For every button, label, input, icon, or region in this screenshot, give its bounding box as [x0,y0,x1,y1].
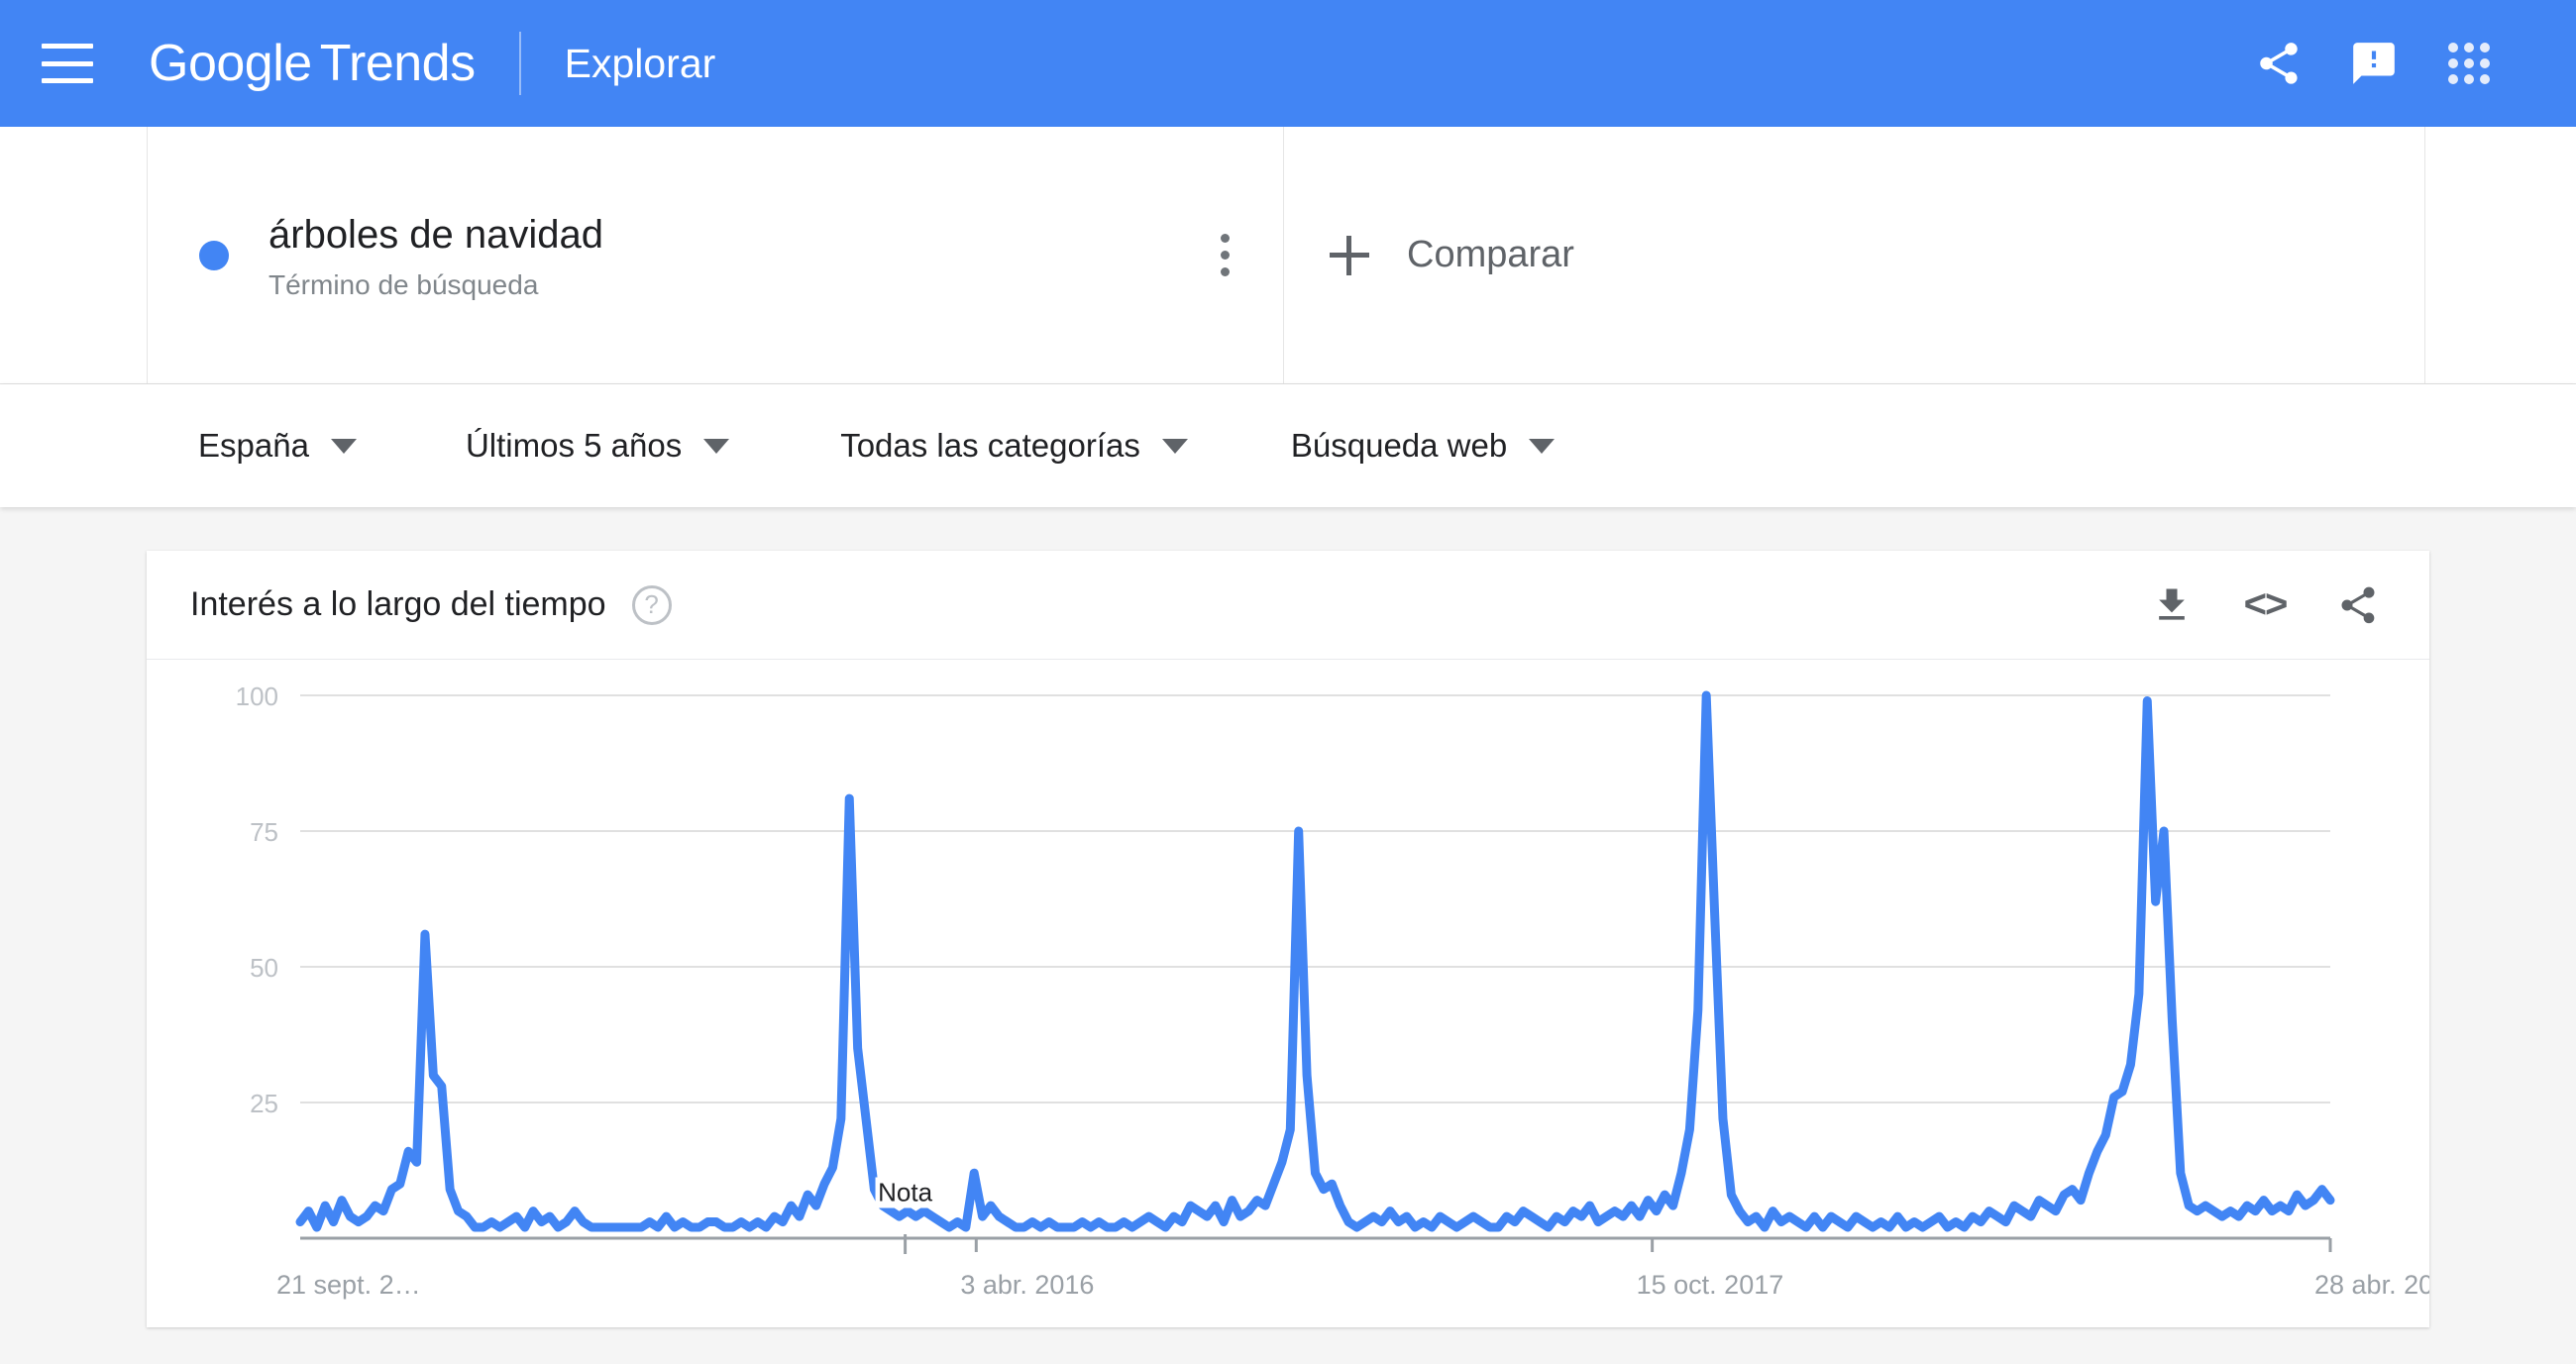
app-bar: Google Trends Explorar [0,0,2576,127]
chevron-down-icon [1161,438,1188,454]
brand-google-text: Google [149,35,312,92]
filter-search-type[interactable]: Búsqueda web [1290,427,1556,465]
feedback-icon [2353,43,2395,84]
more-vert-dot [1220,234,1230,243]
more-vert-dot [1220,267,1230,276]
help-icon[interactable]: ? [631,584,672,625]
share-button[interactable] [2231,16,2326,111]
chevron-down-icon [330,438,357,454]
svg-text:15 oct. 2017: 15 oct. 2017 [1637,1270,1784,1300]
svg-text:100: 100 [236,682,278,711]
embed-button[interactable]: <> [2239,579,2291,631]
download-button[interactable] [2146,579,2198,631]
series-color-dot [199,240,229,270]
chart-toolbar: <> [2146,579,2384,631]
hamburger-line [42,60,93,66]
nav-explorar[interactable]: Explorar [564,40,716,86]
filter-category-label: Todas las categorías [840,427,1140,464]
trends-line-chart[interactable]: 100 75 50 25 21 sept. 2… 3 abr. 2016 15 oct. 2… [147,660,2429,1327]
hamburger-line [42,44,93,49]
svg-text:3 abr. 2016: 3 abr. 2016 [960,1270,1094,1300]
feedback-button[interactable] [2326,16,2421,111]
svg-text:50: 50 [250,953,278,983]
compare-button[interactable]: Comparar [1284,127,2425,383]
hamburger-line [42,78,93,83]
search-term-more-menu[interactable] [1210,226,1239,285]
chart-plot-area[interactable]: 100 75 50 25 21 sept. 2… 3 abr. 2016 15 oct. 2… [147,660,2429,1327]
appbar-actions [2231,16,2576,111]
search-term-text: árboles de navidad Término de búsqueda [268,210,603,301]
brand-trends-text: Trends [319,35,476,92]
search-terms-row: árboles de navidad Término de búsqueda C… [0,127,2576,384]
svg-text:21 sept. 2…: 21 sept. 2… [276,1270,421,1300]
chart-title: Interés a lo largo del tiempo [190,585,606,623]
filter-time-range[interactable]: Últimos 5 años [465,427,730,465]
chevron-down-icon [703,438,730,454]
search-term-subtitle: Término de búsqueda [268,268,539,300]
google-apps-button[interactable] [2421,16,2517,111]
share-icon [2260,43,2298,84]
share-icon [2341,586,2375,623]
filter-search-type-label: Búsqueda web [1290,427,1508,464]
svg-text:28 abr. 2019: 28 abr. 2019 [2314,1270,2429,1300]
hamburger-menu-icon[interactable] [42,44,93,83]
interest-over-time-card: Interés a lo largo del tiempo ? <> 100 75… [147,551,2429,1327]
filter-location-label: España [198,427,309,464]
plus-icon [1330,235,1369,275]
download-icon [2159,588,2185,620]
filter-location[interactable]: España [198,427,357,465]
svg-text:75: 75 [250,817,278,847]
more-vert-dot [1220,251,1230,260]
filter-bar: España Últimos 5 años Todas las categorí… [0,384,2576,507]
filter-time-range-label: Últimos 5 años [465,427,683,464]
chart-note-annotation: Nota [875,1177,936,1208]
chart-header: Interés a lo largo del tiempo ? <> [147,551,2429,660]
brand-logo[interactable]: Google Trends [149,34,476,93]
apps-grid-icon [2448,43,2490,84]
compare-label: Comparar [1407,234,1574,275]
chevron-down-icon [1529,438,1556,454]
svg-text:25: 25 [250,1089,278,1118]
search-term-title: árboles de navidad [268,212,604,257]
embed-code-icon: <> [2243,582,2289,626]
search-term-card[interactable]: árboles de navidad Término de búsqueda [147,127,1284,383]
filter-category[interactable]: Todas las categorías [840,427,1188,465]
appbar-divider [518,32,521,95]
chart-share-button[interactable] [2332,579,2384,631]
